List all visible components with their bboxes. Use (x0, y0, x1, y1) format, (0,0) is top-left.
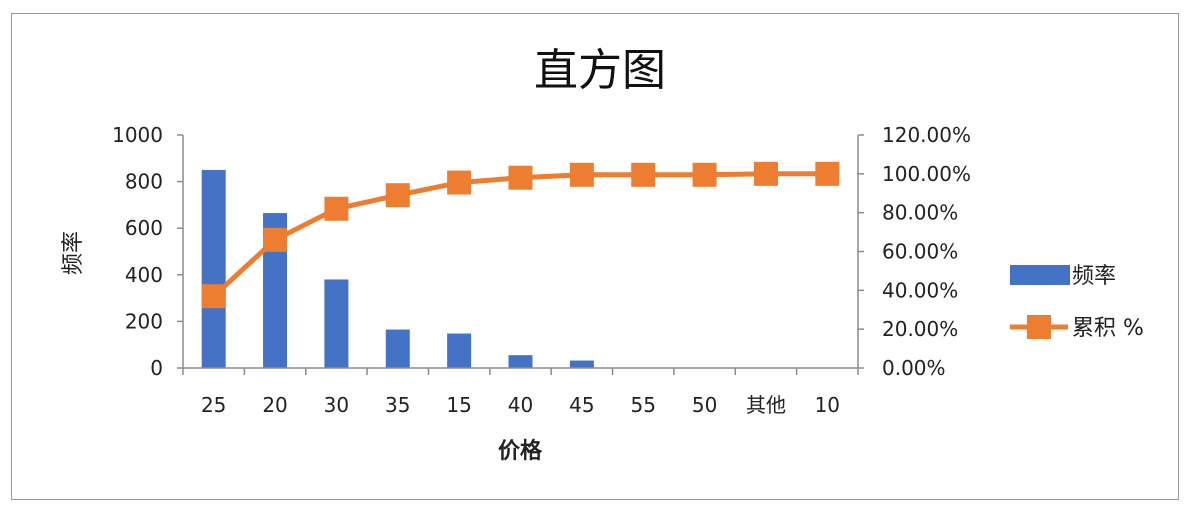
cumulative-marker (753, 161, 778, 186)
x-tick-label: 15 (446, 393, 471, 417)
left-tick-label: 800 (125, 170, 163, 194)
x-tick-label: 45 (569, 393, 594, 417)
cumulative-line (212, 171, 828, 299)
cumulative-marker (263, 227, 288, 252)
bars-layer (201, 169, 594, 368)
right-tick-label: 120.00% (882, 123, 971, 147)
left-tick-label: 0 (150, 356, 163, 380)
legend-swatch-bar (1010, 265, 1070, 285)
legend-label-line: 累积 % (1072, 316, 1144, 341)
bar (569, 360, 594, 368)
x-tick-label: 30 (324, 393, 349, 417)
right-tick-label: 100.00% (882, 162, 971, 186)
left-tick-label: 400 (125, 263, 163, 287)
y-axis-title: 频率 (61, 231, 86, 275)
left-tick-label: 1000 (112, 123, 163, 147)
bar (324, 279, 349, 368)
x-tick-label: 40 (508, 393, 533, 417)
legend-label-bar: 频率 (1072, 264, 1116, 289)
cumulative-marker (447, 170, 472, 195)
x-tick-label: 10 (815, 393, 840, 417)
x-tick-label: 50 (692, 393, 717, 417)
right-tick-label: 60.00% (882, 240, 958, 264)
right-tick-label: 40.00% (882, 278, 958, 302)
bar (201, 169, 226, 368)
x-tick-label: 20 (262, 393, 287, 417)
cumulative-marker (508, 165, 533, 190)
bar (385, 329, 410, 368)
axes-layer: 0 200 400 600 800 1000 0.00% 20.00% 40.00% 60.00%… (112, 123, 971, 417)
bar (508, 355, 533, 368)
cumulative-marker (631, 162, 656, 187)
cumulative-marker (385, 183, 410, 208)
cumulative-marker (324, 196, 349, 221)
x-tick-label: 其他 (746, 393, 786, 417)
bar (447, 333, 472, 368)
right-tick-label: 0.00% (882, 356, 946, 380)
cumulative-line-layer (201, 161, 840, 309)
x-tick-label: 55 (631, 393, 656, 417)
right-tick-label: 20.00% (882, 317, 958, 341)
right-tick-label: 80.00% (882, 201, 958, 225)
left-tick-label: 200 (125, 309, 163, 333)
cumulative-marker (569, 162, 594, 187)
x-tick-label: 25 (201, 393, 226, 417)
cumulative-marker (692, 162, 717, 187)
chart-title: 直方图 (534, 45, 666, 96)
legend-swatch-marker (1027, 315, 1051, 339)
x-tick-label: 35 (385, 393, 410, 417)
left-tick-label: 600 (125, 216, 163, 240)
cumulative-marker (201, 284, 226, 309)
x-axis-title: 价格 (498, 438, 543, 464)
cumulative-marker (815, 161, 840, 186)
